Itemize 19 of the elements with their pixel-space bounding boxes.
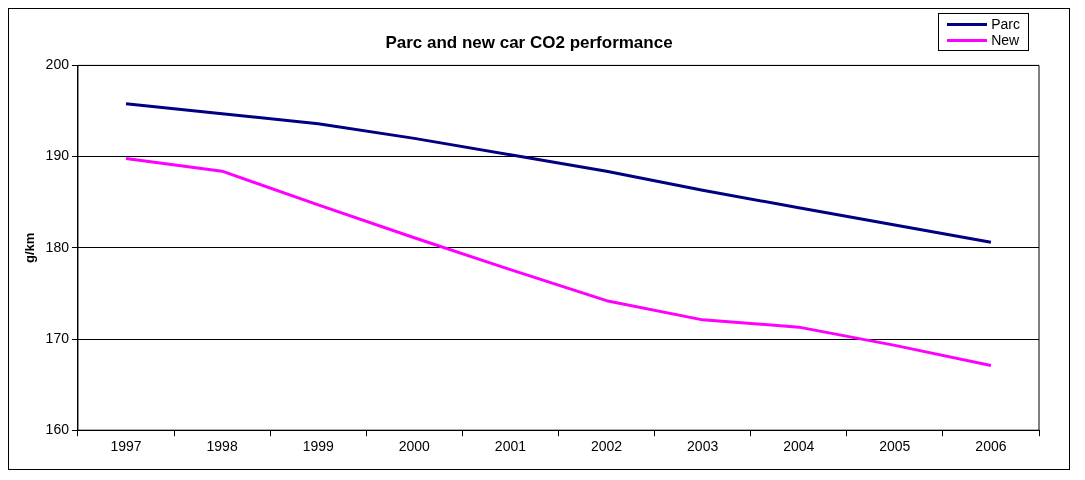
legend-label: New [991,32,1020,48]
x-tick-label: 1997 [110,438,142,455]
x-tick-label: 2004 [783,438,815,455]
y-tick-label: 160 [45,421,70,438]
x-tick-label: 2000 [398,438,431,455]
y-tick-label: 170 [45,329,70,346]
x-tick-label: 2005 [879,438,911,455]
x-tick-label: 2002 [590,438,623,455]
legend-label: Parc [991,16,1020,32]
x-tick-label: 1998 [206,438,238,455]
x-tick-label: 2003 [687,438,719,455]
x-tick-label: 2006 [975,438,1007,455]
chart-title: Parc and new car CO2 performance [385,32,673,52]
x-tick-label: 1999 [302,438,334,455]
x-tick-label: 2001 [494,438,527,455]
y-axis-title: g/km [22,232,38,263]
y-tick-label: 200 [45,56,70,73]
y-tick-label: 180 [45,238,70,255]
y-tick-label: 190 [45,147,70,164]
